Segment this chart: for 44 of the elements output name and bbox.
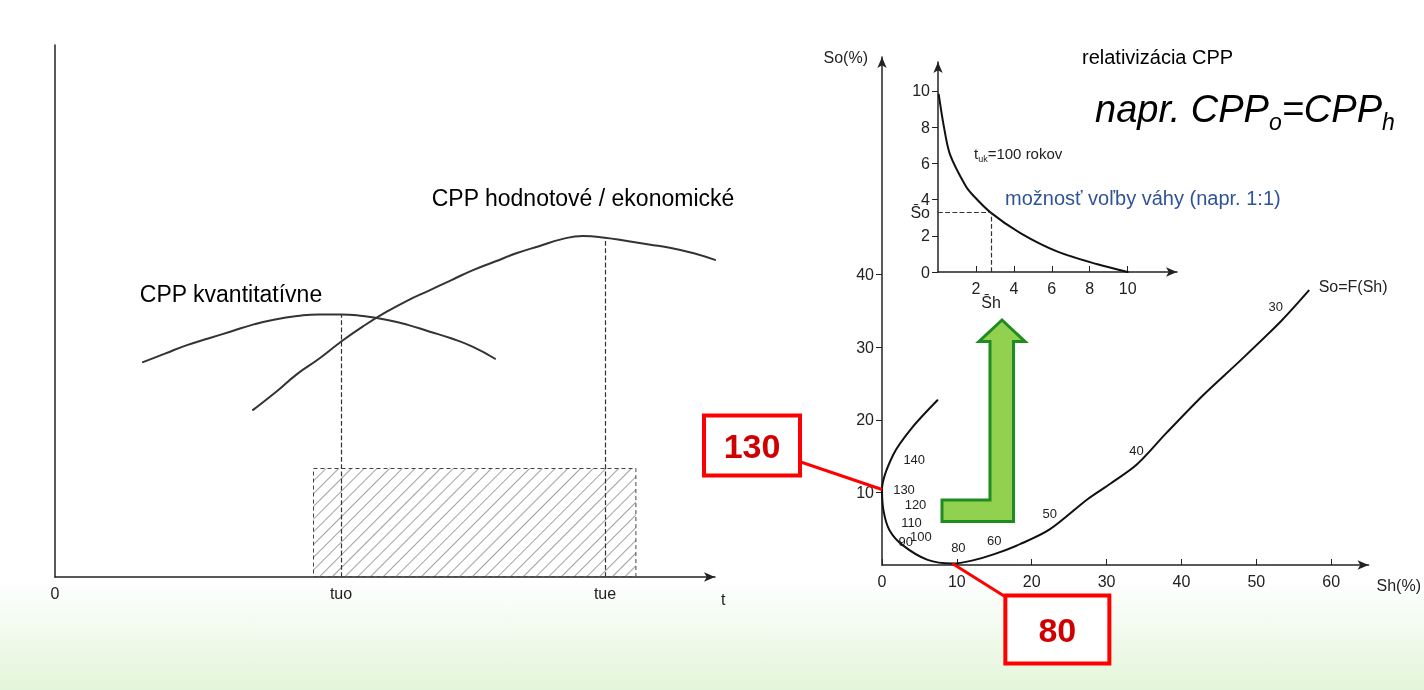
x-tick-label: 2 xyxy=(971,279,981,297)
annotation: 130 xyxy=(723,426,781,465)
y-tick-label: 8 xyxy=(921,118,931,136)
x-tick-label: 50 xyxy=(1247,572,1266,590)
y-tick-label: 40 xyxy=(856,266,875,284)
x-tick-label: 30 xyxy=(1097,572,1116,590)
x-tick-label: 10 xyxy=(947,572,966,590)
x-tick-label: 20 xyxy=(1022,572,1041,590)
annotation: 80 xyxy=(1038,610,1077,649)
x-tick-label: 6 xyxy=(1047,279,1057,297)
y-tick-label: 6 xyxy=(921,154,931,172)
x-tick-label: tue xyxy=(593,584,617,602)
annotation: 140 xyxy=(903,452,926,468)
x-tick-label: 0 xyxy=(877,572,887,590)
annotation: možnosť voľby váhy (napr. 1:1) xyxy=(1005,187,1281,209)
y-axis-title: So(%) xyxy=(823,48,868,66)
x-axis-title: t xyxy=(721,590,726,608)
x-tick-label: 60 xyxy=(1322,572,1341,590)
annotation: 120 xyxy=(904,497,927,513)
series-label: CPP kvantitatívne xyxy=(139,280,323,307)
annotation: 40 xyxy=(1129,443,1144,459)
series-label: CPP hodnotové / ekonomické xyxy=(431,185,735,212)
x-tick-label: 10 xyxy=(1118,279,1137,297)
x-tick-label: 4 xyxy=(1009,279,1019,297)
ref-line-label: S̄h xyxy=(981,293,1001,311)
y-tick-label: 10 xyxy=(912,82,931,100)
x-tick-label: 40 xyxy=(1172,572,1191,590)
y-tick-label: 0 xyxy=(921,263,931,281)
chart-title: relativizácia CPP xyxy=(1082,46,1234,68)
annotation: 30 xyxy=(1268,298,1283,314)
annotation: 130 xyxy=(893,482,915,498)
y-tick-label: 30 xyxy=(856,338,875,356)
y-tick-label: 2 xyxy=(921,227,931,245)
y-tick-label: 10 xyxy=(856,483,875,501)
annotation: 60 xyxy=(987,532,1002,548)
annotation: 80 xyxy=(951,540,966,556)
annotation: 110 xyxy=(901,514,922,530)
annotation: 50 xyxy=(1042,505,1057,521)
x-tick-label: 8 xyxy=(1085,279,1095,297)
series-label: So=F(Sh) xyxy=(1318,278,1388,296)
x-tick-label: tuo xyxy=(329,584,353,602)
y-tick-label: 20 xyxy=(856,411,875,429)
x-tick-label: 0 xyxy=(50,584,60,602)
x-axis-title: Sh(%) xyxy=(1376,576,1421,594)
